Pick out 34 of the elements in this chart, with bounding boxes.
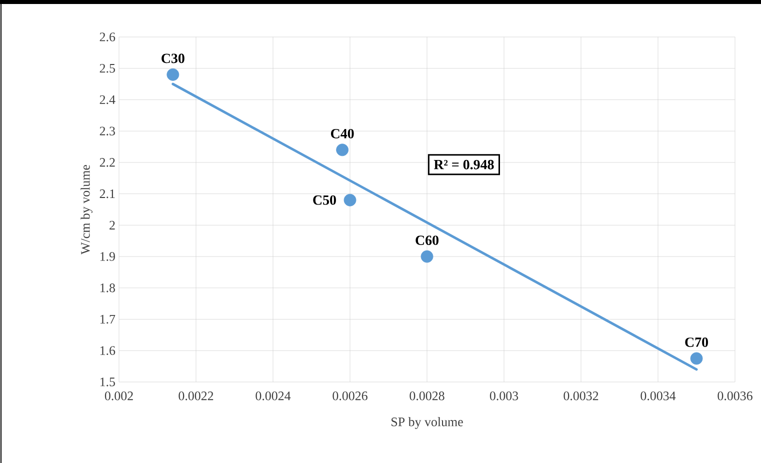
y-tick-label: 1.7: [100, 314, 116, 324]
y-tick-label: 2.1: [100, 189, 115, 198]
annotation: C40: [330, 128, 354, 138]
y-tick-label: 1.8: [100, 284, 115, 292]
y-tick-label: 1.5: [100, 378, 115, 386]
x-tick-label: 0.003: [490, 392, 518, 400]
x-axis-title: SP by volume: [392, 417, 463, 429]
x-tick-label: 0.0024: [256, 392, 291, 400]
annotation: C70: [685, 338, 708, 347]
x-tick-label: 0.0032: [564, 392, 598, 400]
point: [336, 144, 349, 156]
y-axis-title: W/cm by volume: [80, 164, 92, 254]
annotation: C30: [162, 54, 184, 64]
x-tick-label: 0.0028: [410, 392, 444, 400]
point: [166, 68, 180, 81]
point: [420, 250, 434, 263]
y-tick-label: 2.4: [100, 95, 116, 104]
y-tick-label: 1.9: [100, 252, 115, 261]
point: [690, 352, 703, 365]
point: [344, 194, 356, 206]
x-tick-label: 0.0036: [718, 392, 752, 400]
annotation: R² = 0.948: [434, 160, 494, 170]
annotation: C60: [416, 236, 438, 246]
x-tick-label: 0.0026: [332, 392, 368, 400]
annotation: C50: [313, 195, 336, 205]
x-tick-label: 0.0034: [640, 392, 676, 400]
y-tick-label: 1.6: [100, 346, 116, 356]
y-tick-label: 2: [110, 220, 115, 230]
x-tick-label: 0.0022: [178, 392, 214, 400]
y-tick-label: 2.3: [100, 126, 115, 136]
y-tick-label: 2.5: [100, 64, 115, 73]
y-tick-label: 2.2: [100, 158, 115, 167]
x-tick-label: 0.002: [104, 392, 133, 400]
y-tick-label: 2.6: [100, 32, 116, 42]
